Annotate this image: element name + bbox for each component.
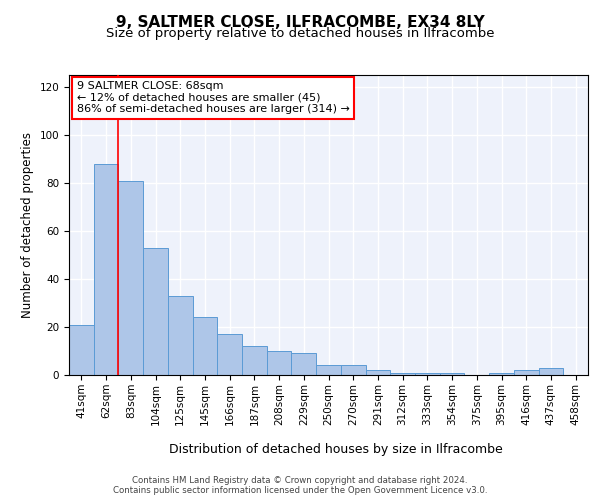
Bar: [143, 248, 168, 375]
Bar: [193, 318, 217, 375]
Bar: [341, 366, 365, 375]
Bar: [440, 372, 464, 375]
Bar: [94, 164, 118, 375]
Text: Contains HM Land Registry data © Crown copyright and database right 2024.
Contai: Contains HM Land Registry data © Crown c…: [113, 476, 487, 495]
Text: 9, SALTMER CLOSE, ILFRACOMBE, EX34 8LY: 9, SALTMER CLOSE, ILFRACOMBE, EX34 8LY: [116, 15, 484, 30]
Bar: [168, 296, 193, 375]
Bar: [489, 372, 514, 375]
Bar: [390, 372, 415, 375]
Bar: [242, 346, 267, 375]
Bar: [415, 372, 440, 375]
Bar: [292, 354, 316, 375]
Bar: [267, 351, 292, 375]
Bar: [365, 370, 390, 375]
Bar: [69, 324, 94, 375]
Bar: [514, 370, 539, 375]
Text: 9 SALTMER CLOSE: 68sqm
← 12% of detached houses are smaller (45)
86% of semi-det: 9 SALTMER CLOSE: 68sqm ← 12% of detached…: [77, 81, 350, 114]
Bar: [539, 368, 563, 375]
Bar: [118, 180, 143, 375]
Text: Size of property relative to detached houses in Ilfracombe: Size of property relative to detached ho…: [106, 28, 494, 40]
Bar: [316, 366, 341, 375]
Y-axis label: Number of detached properties: Number of detached properties: [21, 132, 34, 318]
Text: Distribution of detached houses by size in Ilfracombe: Distribution of detached houses by size …: [169, 442, 503, 456]
Bar: [217, 334, 242, 375]
